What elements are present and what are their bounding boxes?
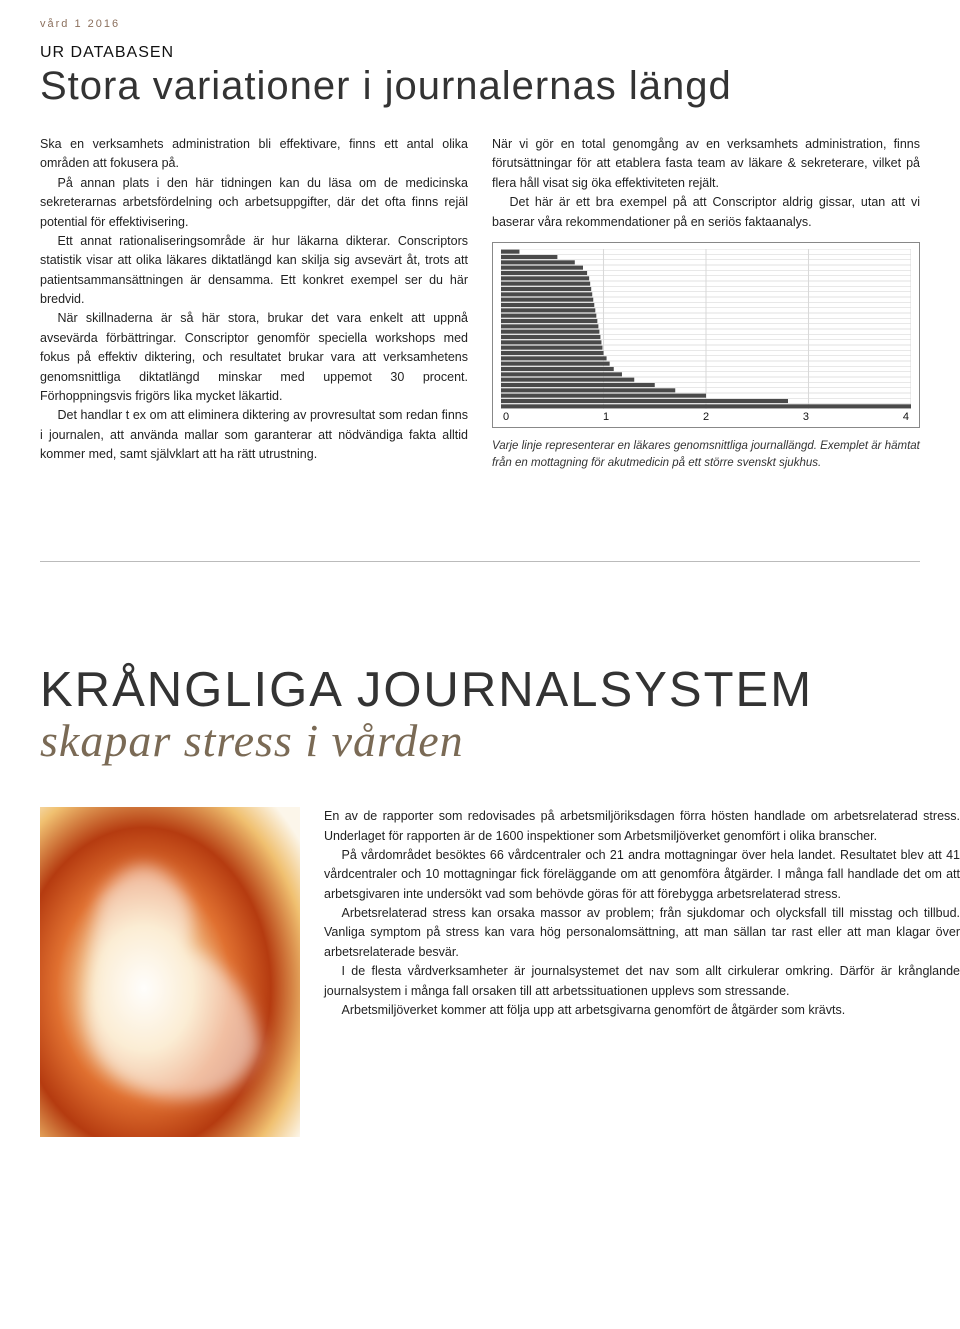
chart-caption: Varje linje representerar en läkares gen… — [492, 438, 920, 471]
section-divider — [40, 561, 920, 562]
body-paragraph: När vi gör en total genomgång av en verk… — [492, 135, 920, 193]
chart-x-tick: 2 — [703, 411, 709, 423]
article-2: KRÅNGLIGA JOURNALSYSTEM skapar stress i … — [0, 662, 960, 1137]
issue-label: vård 1 2016 — [40, 0, 920, 44]
article-1: UR DATABASEN Stora variationer i journal… — [40, 44, 920, 471]
article-2-image — [40, 807, 300, 1137]
chart-x-tick: 4 — [903, 411, 909, 423]
article-2-title-line-2: skapar stress i vården — [40, 714, 960, 767]
article-1-left-column: Ska en verksamhets administration bli ef… — [40, 135, 468, 471]
body-paragraph: Ska en verksamhets administration bli ef… — [40, 135, 468, 174]
article-2-title-line-1: KRÅNGLIGA JOURNALSYSTEM — [40, 662, 960, 718]
body-paragraph: Det här är ett bra exempel på att Conscr… — [492, 193, 920, 232]
journal-length-chart: 0 1 2 3 4 — [492, 242, 920, 428]
chart-x-tick: 3 — [803, 411, 809, 423]
article-1-right-column: När vi gör en total genomgång av en verk… — [492, 135, 920, 471]
body-paragraph: Ett annat rationaliseringsområde är hur … — [40, 232, 468, 310]
body-paragraph: Arbetsrelaterad stress kan orsaka massor… — [324, 904, 960, 962]
article-2-body-text: En av de rapporter som redovisades på ar… — [324, 807, 960, 1020]
body-paragraph: När skillnaderna är så här stora, brukar… — [40, 309, 468, 406]
chart-x-tick: 1 — [603, 411, 609, 423]
body-paragraph: I de flesta vårdverksamheter är journals… — [324, 962, 960, 1001]
chart-x-tick: 0 — [503, 411, 509, 423]
body-paragraph: På annan plats i den här tidningen kan d… — [40, 174, 468, 232]
body-paragraph: Arbetsmiljöverket kommer att följa upp a… — [324, 1001, 960, 1020]
body-paragraph: På vårdområdet besöktes 66 vårdcentraler… — [324, 846, 960, 904]
body-paragraph: Det handlar t ex om att eliminera dikter… — [40, 406, 468, 464]
article-1-title: Stora variationer i journalernas längd — [40, 64, 920, 109]
body-paragraph: En av de rapporter som redovisades på ar… — [324, 807, 960, 846]
article-1-overline: UR DATABASEN — [40, 44, 920, 62]
